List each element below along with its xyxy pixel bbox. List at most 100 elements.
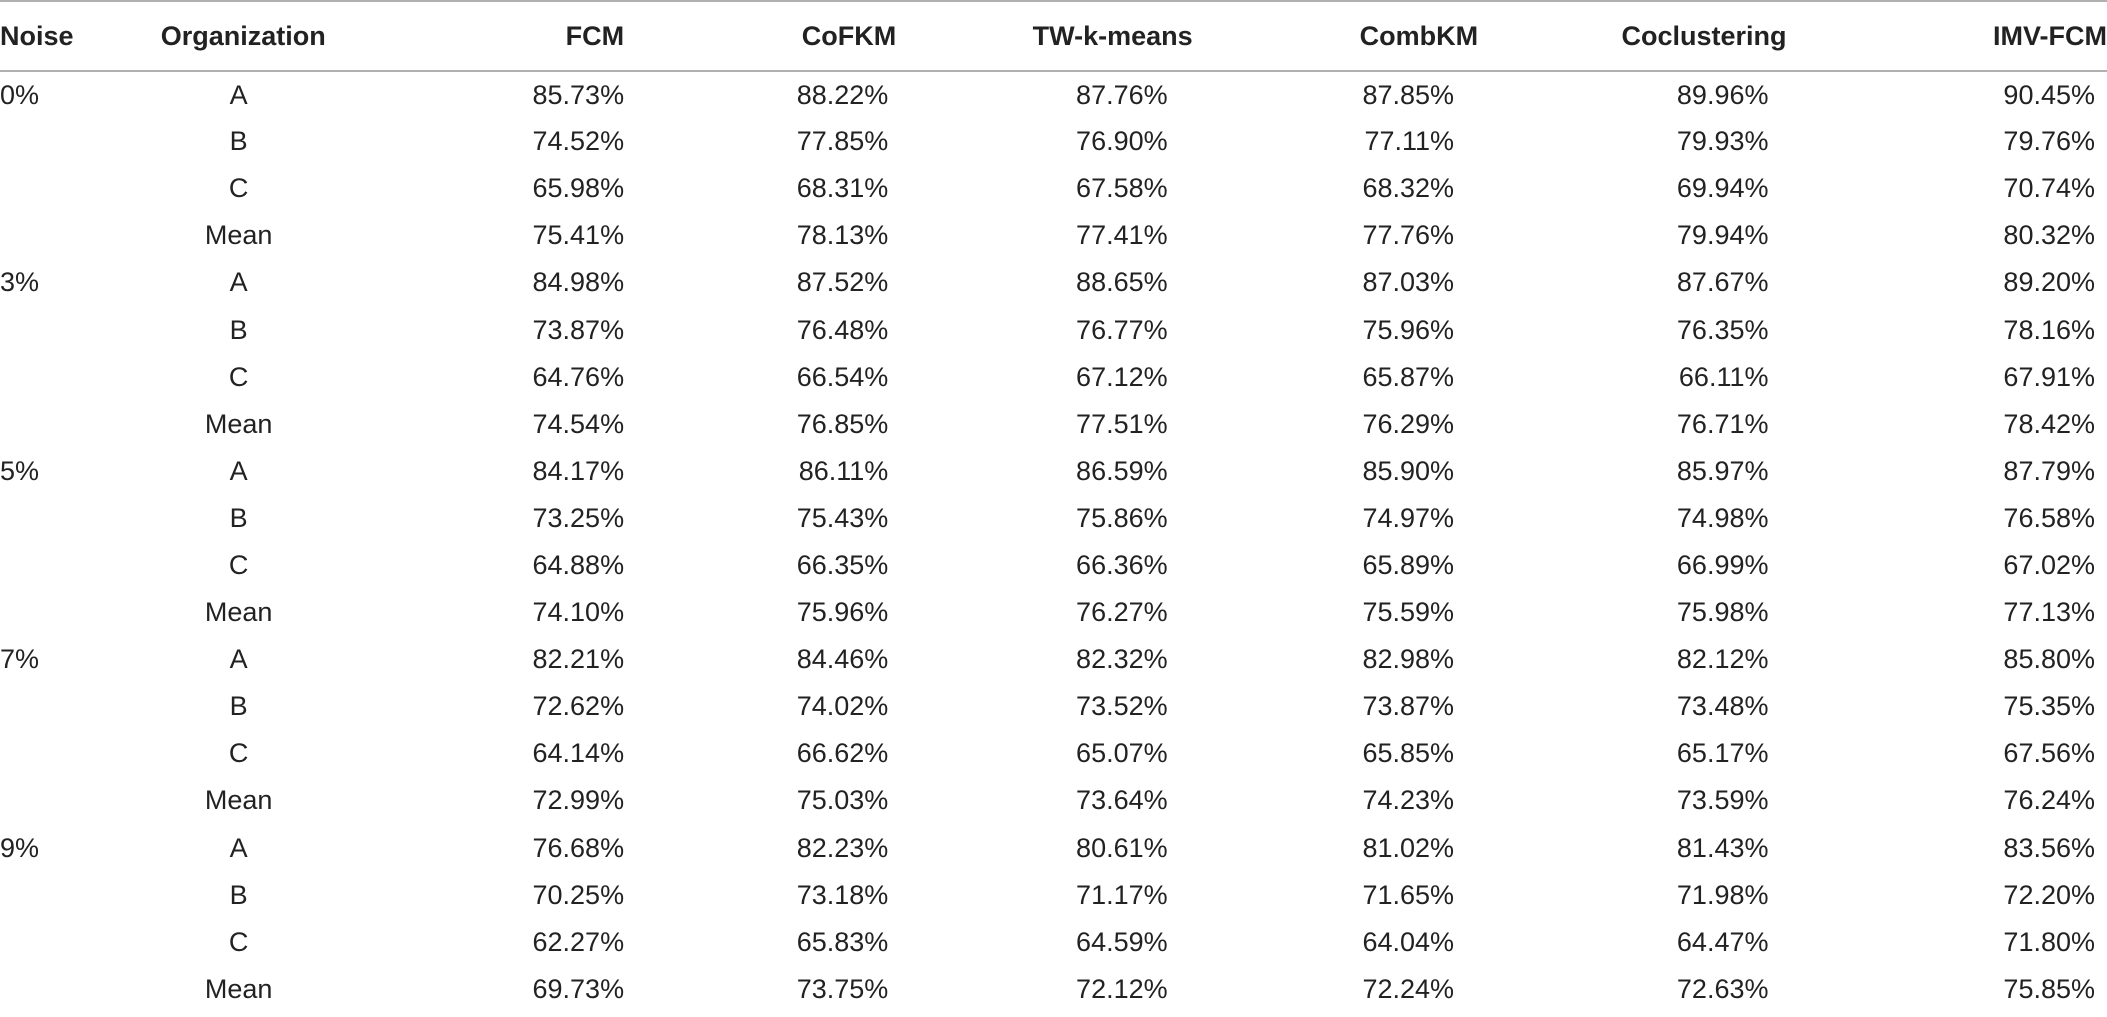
cell-noise [0,165,161,212]
cell-tw-k-means: 71.17% [1076,879,1168,910]
cell-noise [0,966,161,1013]
cell-coclustering: 64.47% [1676,926,1769,957]
cell-coclustering: 72.63% [1676,973,1769,1004]
cell-fcm: 64.76% [532,361,625,392]
cell-tw-k-means: 88.65% [1076,267,1168,298]
cell-noise [0,401,161,448]
table-row: Mean 72.99% 75.03% 73.64% 74.23% 73.59% 76.24% [0,777,2107,824]
cell-organization: Mean [204,973,273,1004]
table-row: Mean 74.54% 76.85% 77.51% 76.29% 76.71% 78.42% [0,401,2107,448]
cell-coclustering: 76.35% [1676,314,1769,345]
cell-imv-fcm: 76.58% [2003,502,2095,533]
cell-cofkm: 65.83% [796,926,889,957]
table-row: C 64.88% 66.35% 66.36% 65.89% 66.99% 67.02% [0,542,2107,589]
cell-coclustering: 75.98% [1676,597,1769,628]
cell-noise [0,354,161,401]
cell-fcm: 75.41% [532,220,625,251]
cell-organization: C [228,173,249,204]
table-row: B 74.52% 77.85% 76.90% 77.11% 79.93% 79.76% [0,118,2107,165]
cell-imv-fcm: 67.02% [2003,549,2095,580]
cell-imv-fcm: 78.42% [2003,408,2095,439]
cell-coclustering: 82.12% [1676,644,1769,675]
cell-combkm: 87.03% [1362,267,1455,298]
table-row: C 62.27% 65.83% 64.59% 64.04% 64.47% 71.80% [0,919,2107,966]
cell-coclustering: 66.11% [1678,361,1769,392]
cell-tw-k-means: 87.76% [1076,79,1168,110]
column-header-combkm: CombKM [1359,20,1479,51]
cell-cofkm: 68.31% [796,173,889,204]
table-row: B 73.87% 76.48% 76.77% 75.96% 76.35% 78.16% [0,306,2107,353]
cell-noise [0,683,161,730]
cell-fcm: 84.17% [532,455,625,486]
cell-combkm: 77.11% [1364,126,1455,157]
cell-tw-k-means: 65.07% [1076,738,1168,769]
cell-tw-k-means: 76.90% [1076,126,1168,157]
cell-imv-fcm: 70.74% [2003,173,2095,204]
cell-combkm: 75.96% [1362,314,1455,345]
cell-fcm: 84.98% [532,267,625,298]
cell-imv-fcm: 90.45% [2003,79,2095,110]
table-row: 3% A 84.98% 87.52% 88.65% 87.03% 87.67% 89.20% [0,259,2107,306]
cell-coclustering: 81.43% [1676,832,1769,863]
cell-combkm: 71.65% [1362,879,1455,910]
cell-fcm: 74.10% [532,597,625,628]
cell-imv-fcm: 67.91% [2003,361,2095,392]
cell-organization: Mean [204,597,273,628]
cell-fcm: 76.68% [532,832,625,863]
cell-organization: Mean [204,408,273,439]
table-row: Mean 74.10% 75.96% 76.27% 75.59% 75.98% 77.13% [0,589,2107,636]
table-row: C 64.14% 66.62% 65.07% 65.85% 65.17% 67.56% [0,730,2107,777]
cell-noise [0,872,161,919]
table-row: C 64.76% 66.54% 67.12% 65.87% 66.11% 67.91% [0,354,2107,401]
cell-organization: B [229,126,248,157]
cell-fcm: 72.62% [532,691,625,722]
cell-combkm: 68.32% [1362,173,1455,204]
table-row: B 70.25% 73.18% 71.17% 71.65% 71.98% 72.20% [0,872,2107,919]
table-row: C 65.98% 68.31% 67.58% 68.32% 69.94% 70.74% [0,165,2107,212]
cell-imv-fcm: 76.24% [2003,785,2095,816]
cell-combkm: 74.97% [1362,502,1455,533]
cell-tw-k-means: 64.59% [1076,926,1168,957]
cell-coclustering: 74.98% [1676,502,1769,533]
cell-combkm: 65.85% [1362,738,1455,769]
cell-cofkm: 75.43% [796,502,889,533]
table-row: Mean 69.73% 73.75% 72.12% 72.24% 72.63% 75.85% [0,966,2107,1013]
cell-cofkm: 73.75% [796,973,889,1004]
cell-combkm: 77.76% [1362,220,1455,251]
cell-coclustering: 71.98% [1676,879,1769,910]
cell-coclustering: 69.94% [1676,173,1769,204]
cell-coclustering: 76.71% [1676,408,1769,439]
cell-noise [0,542,161,589]
cell-combkm: 87.85% [1362,79,1455,110]
cell-tw-k-means: 73.52% [1076,691,1168,722]
cell-organization: Mean [204,785,273,816]
cell-fcm: 82.21% [532,644,625,675]
cell-fcm: 85.73% [532,79,625,110]
cell-fcm: 62.27% [532,926,625,957]
table-row: 0% A 85.73% 88.22% 87.76% 87.85% 89.96% 90.45% [0,71,2107,118]
cell-fcm: 73.25% [532,502,625,533]
cell-imv-fcm: 85.80% [2003,644,2095,675]
column-header-organization: Organization [160,20,326,51]
cell-imv-fcm: 67.56% [2003,738,2095,769]
cell-cofkm: 66.35% [796,549,889,580]
cell-cofkm: 75.96% [796,597,889,628]
cell-combkm: 85.90% [1362,455,1455,486]
cell-imv-fcm: 80.32% [2003,220,2095,251]
cell-cofkm: 77.85% [796,126,889,157]
cell-cofkm: 76.48% [796,314,889,345]
cell-fcm: 73.87% [532,314,625,345]
cell-coclustering: 79.94% [1676,220,1769,251]
cell-organization: B [229,691,248,722]
cell-cofkm: 73.18% [796,879,889,910]
cell-combkm: 64.04% [1362,926,1455,957]
column-header-coclustering: Coclustering [1621,20,1787,51]
cell-coclustering: 85.97% [1676,455,1769,486]
cell-fcm: 70.25% [532,879,625,910]
cell-combkm: 75.59% [1362,597,1455,628]
cell-cofkm: 87.52% [796,267,889,298]
cell-coclustering: 65.17% [1676,738,1769,769]
cell-organization: B [229,314,248,345]
cell-imv-fcm: 87.79% [2003,455,2095,486]
